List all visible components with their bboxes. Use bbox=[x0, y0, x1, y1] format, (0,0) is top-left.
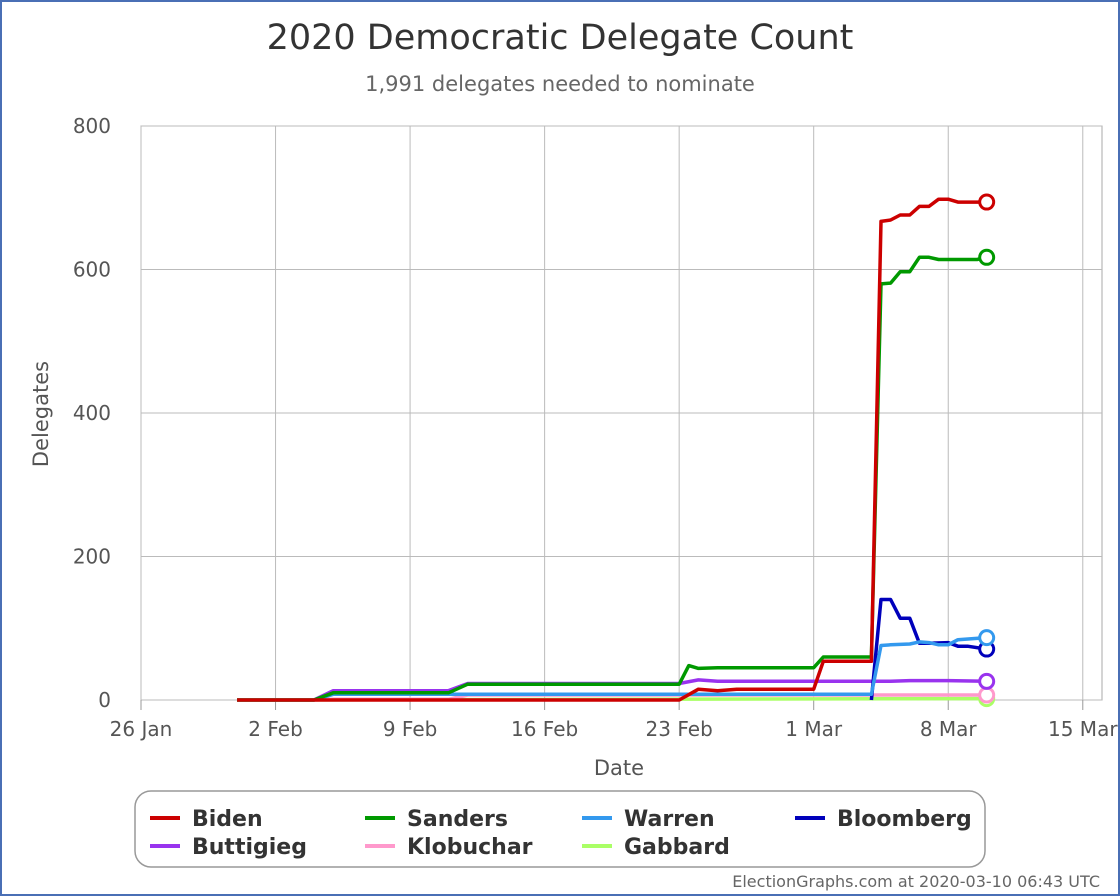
grid bbox=[140, 125, 1103, 710]
legend-label: Bloomberg bbox=[837, 807, 972, 832]
y-tick-label: 200 bbox=[73, 545, 111, 569]
x-axis-title: Date bbox=[594, 756, 644, 780]
chart-title: 2020 Democratic Delegate Count bbox=[267, 18, 854, 58]
x-tick-label: 2 Feb bbox=[248, 717, 303, 741]
legend-label: Buttigieg bbox=[192, 835, 307, 860]
legend: Biden Sanders Warren Bloomberg Buttigieg Klob… bbox=[134, 790, 986, 868]
legend-item-sanders[interactable]: Sanders bbox=[365, 807, 508, 832]
legend-item-bloomberg[interactable]: Bloomberg bbox=[795, 807, 972, 832]
x-tick-label: 23 Feb bbox=[646, 717, 713, 741]
x-tick-label: 9 Feb bbox=[383, 717, 438, 741]
y-tick-label: 600 bbox=[73, 258, 111, 282]
legend-label: Klobuchar bbox=[407, 835, 533, 860]
series-endpoint-sanders bbox=[978, 248, 996, 266]
series-endpoint-buttigieg bbox=[978, 672, 996, 690]
series-line-buttigieg bbox=[313, 678, 987, 702]
series-line-bloomberg bbox=[869, 597, 987, 701]
legend-label: Biden bbox=[192, 807, 263, 832]
legend-item-biden[interactable]: Biden bbox=[150, 807, 263, 832]
legend-label: Sanders bbox=[407, 807, 508, 832]
chart-subtitle: 1,991 delegates needed to nominate bbox=[365, 72, 755, 96]
series-line-biden bbox=[237, 197, 987, 702]
x-tick-label: 16 Feb bbox=[511, 717, 578, 741]
series-lines bbox=[237, 193, 996, 708]
series-endpoint-warren bbox=[978, 629, 996, 647]
axis-ticks: 0 200 400 600 800 26 Jan 2 Feb 9 Feb 16 Feb 23 Fe… bbox=[73, 114, 1118, 741]
legend-box bbox=[134, 790, 986, 868]
legend-item-buttigieg[interactable]: Buttigieg bbox=[150, 835, 307, 860]
y-tick-label: 0 bbox=[98, 688, 111, 712]
x-tick-label: 8 Mar bbox=[920, 717, 978, 741]
y-tick-label: 800 bbox=[73, 114, 111, 138]
series-endpoint-biden bbox=[978, 193, 996, 211]
series-endpoint-klobuchar bbox=[978, 686, 996, 704]
legend-item-warren[interactable]: Warren bbox=[582, 807, 715, 832]
x-tick-label: 26 Jan bbox=[110, 717, 173, 741]
y-axis-title: Delegates bbox=[29, 361, 53, 467]
legend-label: Warren bbox=[624, 807, 715, 832]
legend-item-gabbard[interactable]: Gabbard bbox=[582, 835, 730, 860]
legend-label: Gabbard bbox=[624, 835, 730, 860]
credit-text: ElectionGraphs.com at 2020-03-10 06:43 U… bbox=[732, 872, 1100, 891]
series-line-sanders bbox=[237, 255, 988, 702]
x-tick-label: 15 Mar bbox=[1048, 717, 1118, 741]
legend-item-klobuchar[interactable]: Klobuchar bbox=[365, 835, 533, 860]
x-tick-label: 1 Mar bbox=[785, 717, 843, 741]
y-tick-label: 400 bbox=[73, 401, 111, 425]
